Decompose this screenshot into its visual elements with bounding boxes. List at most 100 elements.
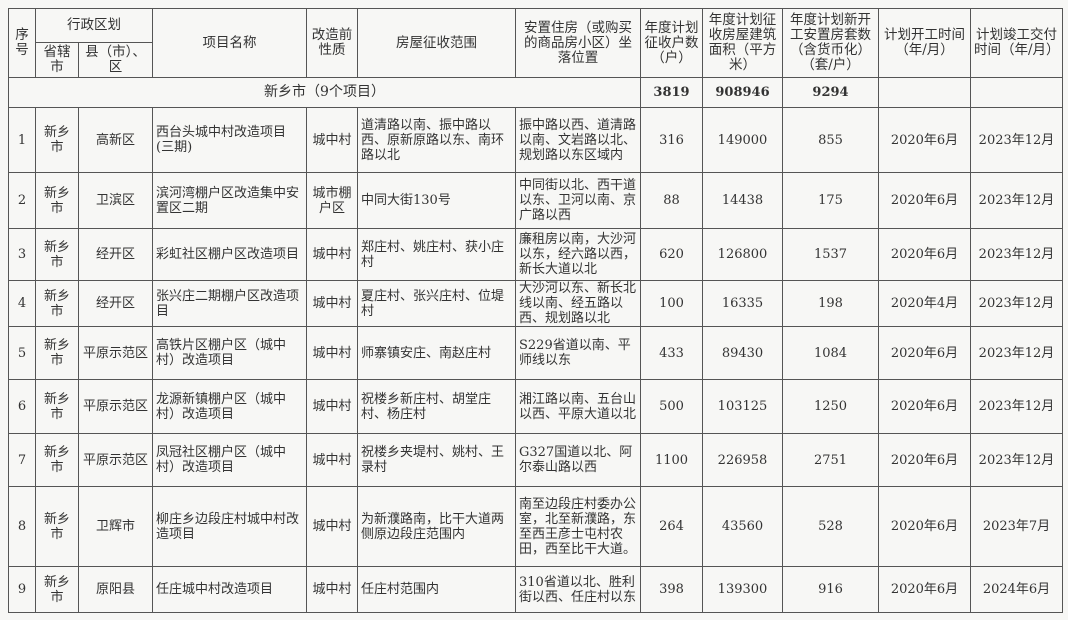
- cell-scope: 中同大街130号: [357, 172, 516, 229]
- total-area: 908946: [702, 77, 783, 108]
- cell-county: 平原示范区: [78, 433, 153, 487]
- cell-finish: 2023年7月: [970, 486, 1063, 567]
- cell-city: 新乡市: [35, 379, 79, 434]
- cell-county: 卫辉市: [78, 486, 153, 567]
- cell-city: 新乡市: [35, 566, 79, 613]
- cell-units: 1537: [782, 228, 879, 281]
- cell-scope: 师寨镇安庄、南赵庄村: [357, 326, 516, 380]
- cell-households: 88: [640, 172, 703, 229]
- table-row: 8 新乡市 卫辉市 柳庄乡边段庄村城中村改造项目 城中村 为新濮路南，比干大道两侧原边段庄…: [8, 486, 1063, 567]
- header-project: 项目名称: [152, 8, 307, 78]
- cell-households: 1100: [640, 433, 703, 487]
- cell-area: 226958: [702, 433, 783, 487]
- cell-county: 经开区: [78, 228, 153, 281]
- cell-seq: 7: [8, 433, 36, 487]
- cell-project: 凤冠社区棚户区（城中村）改造项目: [152, 433, 307, 487]
- total-start: [878, 77, 971, 108]
- cell-households: 316: [640, 107, 703, 173]
- cell-county: 平原示范区: [78, 379, 153, 434]
- cell-nature: 城中村: [306, 566, 358, 613]
- cell-units: 916: [782, 566, 879, 613]
- cell-area: 14438: [702, 172, 783, 229]
- header-admin: 行政区划: [35, 8, 153, 43]
- header-city: 省辖市: [35, 42, 79, 78]
- cell-project: 柳庄乡边段庄村城中村改造项目: [152, 486, 307, 567]
- cell-households: 398: [640, 566, 703, 613]
- cell-start: 2020年4月: [878, 280, 971, 327]
- table-row: 7 新乡市 平原示范区 凤冠社区棚户区（城中村）改造项目 城中村 祝楼乡夹堤村、姚村、王录…: [8, 433, 1063, 487]
- header-seq: 序号: [8, 8, 36, 78]
- cell-nature: 城中村: [306, 280, 358, 327]
- header-start: 计划开工时间（年/月）: [878, 8, 971, 78]
- cell-finish: 2023年12月: [970, 326, 1063, 380]
- cell-nature: 城中村: [306, 228, 358, 281]
- cell-start: 2020年6月: [878, 566, 971, 613]
- cell-scope: 夏庄村、张兴庄村、位堤村: [357, 280, 516, 327]
- cell-start: 2020年6月: [878, 326, 971, 380]
- cell-finish: 2023年12月: [970, 228, 1063, 281]
- cell-project: 西台头城中村改造项目(三期): [152, 107, 307, 173]
- cell-city: 新乡市: [35, 433, 79, 487]
- cell-finish: 2023年12月: [970, 172, 1063, 229]
- cell-households: 100: [640, 280, 703, 327]
- cell-area: 103125: [702, 379, 783, 434]
- cell-city: 新乡市: [35, 172, 79, 229]
- table-row: 9 新乡市 原阳县 任庄城中村改造项目 城中村 任庄村范围内 310省道以北、胜利街以西、任…: [8, 566, 1063, 613]
- cell-households: 433: [640, 326, 703, 380]
- cell-scope: 道清路以南、振中路以西、原新原路以东、南环路以北: [357, 107, 516, 173]
- cell-start: 2020年6月: [878, 228, 971, 281]
- cell-units: 855: [782, 107, 879, 173]
- cell-project: 任庄城中村改造项目: [152, 566, 307, 613]
- total-finish: [970, 77, 1063, 108]
- cell-scope: 任庄村范围内: [357, 566, 516, 613]
- header-households: 年度计划征收户数（户）: [640, 8, 703, 78]
- cell-seq: 2: [8, 172, 36, 229]
- cell-units: 175: [782, 172, 879, 229]
- cell-scope: 祝楼乡新庄村、胡堂庄村、杨庄村: [357, 379, 516, 434]
- cell-location: G327国道以北、阿尔泰山路以西: [515, 433, 641, 487]
- cell-finish: 2023年12月: [970, 433, 1063, 487]
- cell-scope: 为新濮路南，比干大道两侧原边段庄范围内: [357, 486, 516, 567]
- cell-nature: 城中村: [306, 486, 358, 567]
- cell-nature: 城中村: [306, 433, 358, 487]
- cell-start: 2020年6月: [878, 486, 971, 567]
- table-row: 5 新乡市 平原示范区 高铁片区棚户区（城中村）改造项目 城中村 师寨镇安庄、南赵庄村 S2…: [8, 326, 1063, 380]
- cell-city: 新乡市: [35, 280, 79, 327]
- cell-units: 1250: [782, 379, 879, 434]
- cell-households: 620: [640, 228, 703, 281]
- header-scope: 房屋征收范围: [357, 8, 516, 78]
- cell-scope: 郑庄村、姚庄村、获小庄村: [357, 228, 516, 281]
- cell-area: 139300: [702, 566, 783, 613]
- cell-area: 89430: [702, 326, 783, 380]
- cell-units: 1084: [782, 326, 879, 380]
- header-area: 年度计划征收房屋建筑面积（平方米）: [702, 8, 783, 78]
- table-row: 1 新乡市 高新区 西台头城中村改造项目(三期) 城中村 道清路以南、振中路以西、原新原路…: [8, 107, 1063, 173]
- total-units: 9294: [782, 77, 879, 108]
- header-location: 安置住房（或购买的商品房小区）坐落位置: [515, 8, 641, 78]
- cell-location: 南至边段庄村委办公室，北至新濮路，东至西王彦士屯村农田，西至比干大道。: [515, 486, 641, 567]
- cell-area: 16335: [702, 280, 783, 327]
- cell-county: 平原示范区: [78, 326, 153, 380]
- cell-area: 43560: [702, 486, 783, 567]
- cell-county: 经开区: [78, 280, 153, 327]
- cell-seq: 8: [8, 486, 36, 567]
- cell-location: 中同街以北、西干道以东、卫河以南、京广路以西: [515, 172, 641, 229]
- cell-location: 振中路以西、道清路以南、文岩路以北、规划路以东区域内: [515, 107, 641, 173]
- cell-city: 新乡市: [35, 486, 79, 567]
- cell-start: 2020年6月: [878, 433, 971, 487]
- cell-location: 大沙河以东、新长北线以南、经五路以西、规划路以北: [515, 280, 641, 327]
- cell-finish: 2023年12月: [970, 280, 1063, 327]
- cell-seq: 6: [8, 379, 36, 434]
- cell-project: 张兴庄二期棚户区改造项目: [152, 280, 307, 327]
- cell-location: 廉租房以南，大沙河以东，经六路以西，新长大道以北: [515, 228, 641, 281]
- cell-finish: 2023年12月: [970, 107, 1063, 173]
- cell-nature: 城中村: [306, 379, 358, 434]
- cell-area: 149000: [702, 107, 783, 173]
- table-row: 4 新乡市 经开区 张兴庄二期棚户区改造项目 城中村 夏庄村、张兴庄村、位堤村 大沙河以东、…: [8, 280, 1063, 327]
- cell-start: 2020年6月: [878, 172, 971, 229]
- cell-city: 新乡市: [35, 107, 79, 173]
- cell-city: 新乡市: [35, 326, 79, 380]
- cell-seq: 4: [8, 280, 36, 327]
- total-row: 新乡市（9个项目） 3819 908946 9294: [8, 77, 1063, 108]
- cell-start: 2020年6月: [878, 107, 971, 173]
